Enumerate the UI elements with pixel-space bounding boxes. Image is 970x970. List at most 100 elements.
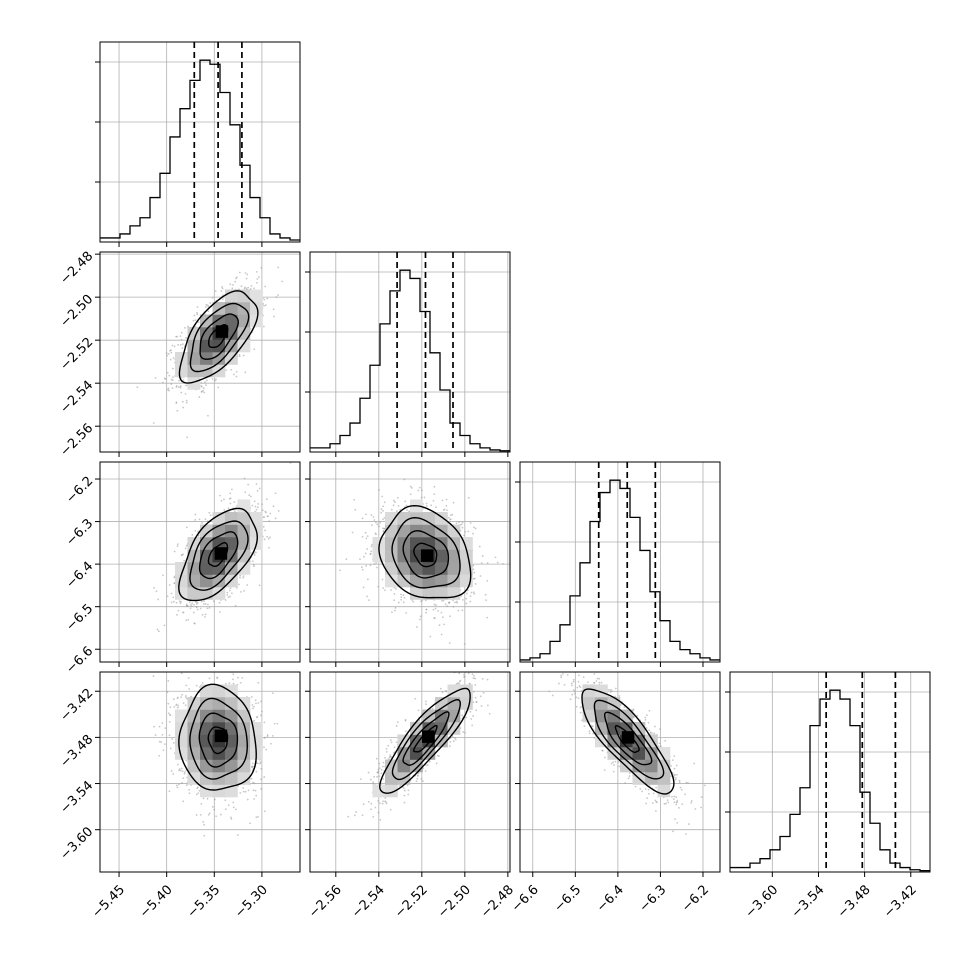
scatter-point [700,796,703,799]
density-cell [200,697,213,710]
scatter-point [570,682,573,685]
scatter-point [400,598,403,601]
scatter-point [256,489,259,492]
scatter-point [189,603,192,606]
scatter-point [246,798,249,801]
scatter-point [364,552,367,555]
scatter-point [180,331,183,334]
scatter-point [377,768,380,771]
scatter-point [452,605,455,608]
scatter-point [393,746,396,749]
scatter-point [164,727,167,729]
scatter-point [370,550,373,553]
scatter-point [573,690,576,693]
scatter-point [367,771,370,774]
scatter-point [603,756,606,759]
scatter-point [382,509,384,512]
scatter-point [396,496,399,499]
scatter-point [647,788,650,791]
scatter-point [440,633,443,636]
scatter-point [253,287,255,290]
scatter-point [171,376,174,379]
scatter-point [238,271,241,274]
scatter-point [675,796,678,799]
scatter-point [244,286,246,289]
scatter-point [180,554,183,557]
scatter-point [251,762,254,765]
scatter-point [193,314,196,317]
scatter-point [191,602,194,605]
scatter-point [361,568,364,571]
scatter-point [253,500,256,503]
scatter-point [379,802,381,805]
scatter-point [571,693,574,696]
scatter-point [474,684,477,686]
scatter-point [230,488,233,491]
contour-line [189,520,249,591]
scatter-point [250,695,253,698]
scatter-point [432,608,435,611]
scatter-point [225,369,227,372]
scatter-point [182,379,185,382]
scatter-point [675,801,678,804]
scatter-point [191,533,194,536]
scatter-point [273,315,275,318]
scatter-point [255,816,258,819]
scatter-point [166,691,169,694]
scatter-point [470,591,473,594]
scatter-point [674,774,676,777]
scatter-point [172,596,175,599]
scatter-point [248,494,251,496]
scatter-point [242,787,245,789]
scatter-point [672,830,674,833]
contour-line [189,697,248,780]
scatter-point [208,511,211,514]
scatter-point [239,576,241,579]
scatter-point [179,335,182,338]
scatter-point [190,605,193,608]
scatter-point [176,335,179,338]
scatter-point [449,514,452,517]
scatter-point [674,778,677,781]
scatter-point [232,284,234,286]
scatter-point [230,816,232,819]
scatter-point [618,765,621,768]
scatter-point [230,368,233,371]
scatter-point [193,603,195,606]
scatter-point [675,803,678,806]
scatter-point [454,738,457,741]
scatter-point [256,762,259,765]
scatter-point [406,509,408,511]
scatter-point [369,564,372,567]
scatter-point [571,684,573,687]
scatter-point [562,672,564,675]
scatter-point [227,596,230,599]
scatter-point [578,685,581,687]
scatter-point [261,710,263,713]
scatter-point [196,786,199,789]
scatter-point [374,806,377,809]
density-cell [200,562,213,575]
density-cell [237,339,251,353]
scatter-point [226,591,229,594]
scatter-point [381,802,384,805]
scatter-point [378,775,381,778]
scatter-point [462,598,464,601]
scatter-point [579,711,582,714]
scatter-point [179,769,182,772]
scatter-point [239,791,242,794]
scatter-point [232,806,235,809]
scatter-point [257,506,259,509]
panel-content [338,478,504,645]
scatter-point [383,501,386,504]
scatter-point [378,525,380,528]
scatter-point [441,691,444,694]
scatter-point [175,784,178,787]
density-cell [422,587,436,600]
scatter-point [260,700,262,703]
scatter-point [405,504,408,507]
scatter-point [167,702,170,705]
contour-line [581,688,675,795]
scatter-point [548,690,551,693]
